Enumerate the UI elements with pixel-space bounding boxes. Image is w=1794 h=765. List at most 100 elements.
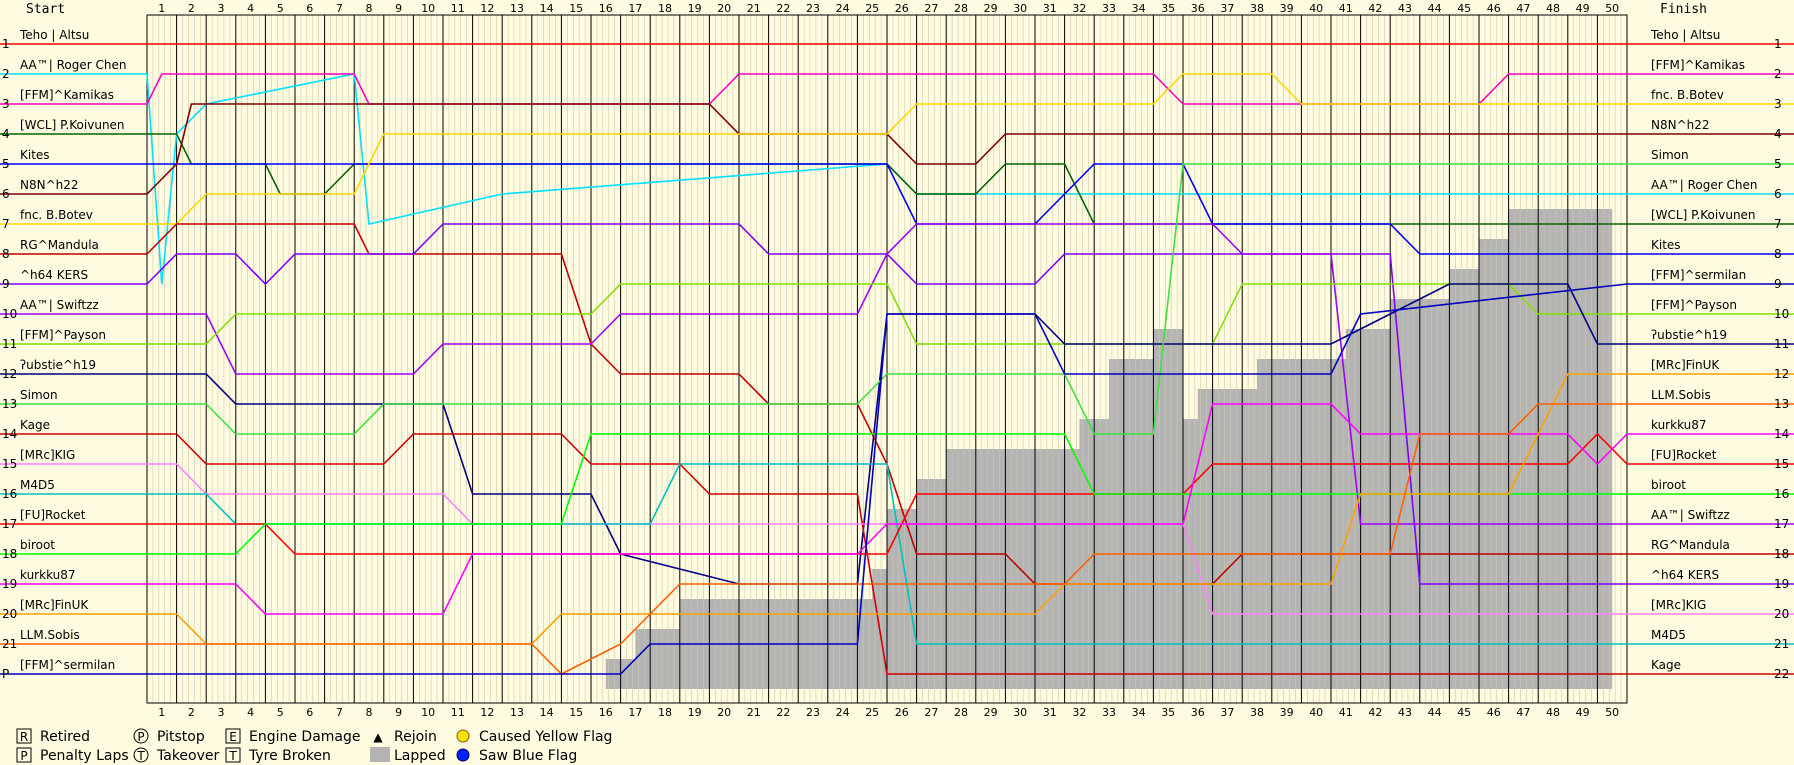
lap-label-top: 44 [1428, 2, 1442, 15]
start-position-label: 11 [2, 337, 17, 351]
finish-driver-name: ʔubstie^h19 [1651, 328, 1727, 342]
legend-symbol-frame [225, 728, 241, 744]
lap-label-bottom: 37 [1220, 706, 1234, 719]
lap-label-top: 27 [924, 2, 938, 15]
start-driver-name: [FFM]^sermilan [20, 658, 115, 672]
legend-label: Engine Damage [249, 729, 361, 745]
lap-label-bottom: 15 [569, 706, 583, 719]
finish-position-label: 10 [1774, 307, 1789, 321]
finish-position-label: 8 [1774, 247, 1782, 261]
start-driver-name: Simon [20, 388, 58, 402]
lap-label-bottom: 10 [421, 706, 435, 719]
finish-driver-name: Kites [1651, 238, 1681, 252]
finish-driver-name: AA™| Swiftzz [1651, 508, 1730, 522]
lap-label-bottom: 28 [954, 706, 968, 719]
finish-driver-name: fnc. B.Botev [1651, 88, 1724, 102]
series-line: ^h64 KERS [146, 223, 1627, 585]
series-line: [FFM]^Kamikas [146, 73, 1627, 105]
lap-label-bottom: 41 [1339, 706, 1353, 719]
lap-label-top: 13 [510, 2, 524, 15]
start-position-label: 19 [2, 577, 17, 591]
lap-label-top: 1 [158, 2, 165, 15]
start-driver-name: RG^Mandula [20, 238, 99, 252]
legend: R Retired P Penalty Laps P Pitstop T Takeover E E… [16, 728, 612, 764]
legend-lapped-swatch [370, 747, 390, 762]
lap-label-bottom: 46 [1487, 706, 1501, 719]
finish-header: Finish [1660, 2, 1707, 17]
lap-label-top: 39 [1280, 2, 1294, 15]
lap-label-bottom: 40 [1309, 706, 1323, 719]
legend-label: Pitstop [157, 729, 205, 745]
start-driver-name: [FU]Rocket [20, 508, 86, 522]
lap-label-top: 8 [366, 2, 373, 15]
start-driver-name: [MRc]FinUK [20, 598, 89, 612]
lap-label-bottom: 50 [1605, 706, 1619, 719]
lap-label-bottom: 34 [1132, 706, 1146, 719]
start-header: Start [26, 2, 65, 17]
lap-label-bottom: 17 [628, 706, 642, 719]
lap-label-bottom: 7 [336, 706, 343, 719]
lap-label-bottom: 9 [395, 706, 402, 719]
finish-position-label: 19 [1774, 577, 1789, 591]
start-position-label: 20 [2, 607, 17, 621]
lap-label-top: 31 [1043, 2, 1057, 15]
lap-label-top: 20 [717, 2, 731, 15]
lap-label-bottom: 2 [188, 706, 195, 719]
finish-position-label: 18 [1774, 547, 1789, 561]
finish-driver-name: ^h64 KERS [1651, 568, 1719, 582]
lap-label-bottom: 23 [806, 706, 820, 719]
start-position-label: 7 [2, 217, 10, 231]
finish-position-label: 14 [1774, 427, 1789, 441]
lap-label-bottom: 20 [717, 706, 731, 719]
finish-driver-name: M4D5 [1651, 628, 1686, 642]
lap-label-top: 41 [1339, 2, 1353, 15]
lap-label-top: 43 [1398, 2, 1412, 15]
start-driver-name: M4D5 [20, 478, 55, 492]
start-position-label: 18 [2, 547, 17, 561]
legend-blue-dot [456, 748, 470, 762]
lap-label-top: 15 [569, 2, 583, 15]
legend-symbol: T [136, 749, 145, 763]
lap-label-top: 38 [1250, 2, 1264, 15]
lap-label-top: 29 [984, 2, 998, 15]
lap-label-top: 23 [806, 2, 820, 15]
legend-symbol-frame [133, 728, 149, 744]
start-driver-name: AA™| Roger Chen [20, 58, 126, 72]
lap-label-top: 17 [628, 2, 642, 15]
legend-label: Retired [40, 729, 90, 745]
legend-symbol: E [229, 730, 237, 744]
finish-position-label: 17 [1774, 517, 1789, 531]
lap-label-bottom: 11 [451, 706, 465, 719]
finish-driver-name: Teho | Altsu [1650, 28, 1720, 42]
start-position-label: 16 [2, 487, 17, 501]
lap-label-bottom: 19 [688, 706, 702, 719]
lap-label-top: 26 [895, 2, 909, 15]
legend-symbol: P [20, 749, 27, 763]
finish-position-label: 20 [1774, 607, 1789, 621]
finish-position-label: 11 [1774, 337, 1789, 351]
finish-position-label: 1 [1774, 37, 1782, 51]
start-position-label: 14 [2, 427, 17, 441]
start-position-label: 12 [2, 367, 17, 381]
lap-label-bottom: 6 [306, 706, 313, 719]
lap-label-bottom: 30 [1013, 706, 1027, 719]
lap-label-bottom: 26 [895, 706, 909, 719]
lap-label-bottom: 43 [1398, 706, 1412, 719]
lap-label-top: 10 [421, 2, 435, 15]
series-line: LLM.Sobis [147, 403, 1627, 675]
start-driver-name: Kites [20, 148, 50, 162]
start-driver-name: Teho | Altsu [19, 28, 89, 42]
lap-label-top: 48 [1546, 2, 1560, 15]
legend-symbol: P [137, 730, 144, 744]
start-driver-name: Kage [20, 418, 50, 432]
legend-symbol-frame [225, 747, 241, 763]
finish-position-label: 6 [1774, 187, 1782, 201]
lap-label-top: 33 [1102, 2, 1116, 15]
finish-position-label: 16 [1774, 487, 1789, 501]
start-driver-name: kurkku87 [20, 568, 76, 582]
lap-label-bottom: 14 [540, 706, 554, 719]
start-driver-name: AA™| Swiftzz [20, 298, 99, 312]
lap-label-top: 18 [658, 2, 672, 15]
start-driver-name: fnc. B.Botev [20, 208, 93, 222]
